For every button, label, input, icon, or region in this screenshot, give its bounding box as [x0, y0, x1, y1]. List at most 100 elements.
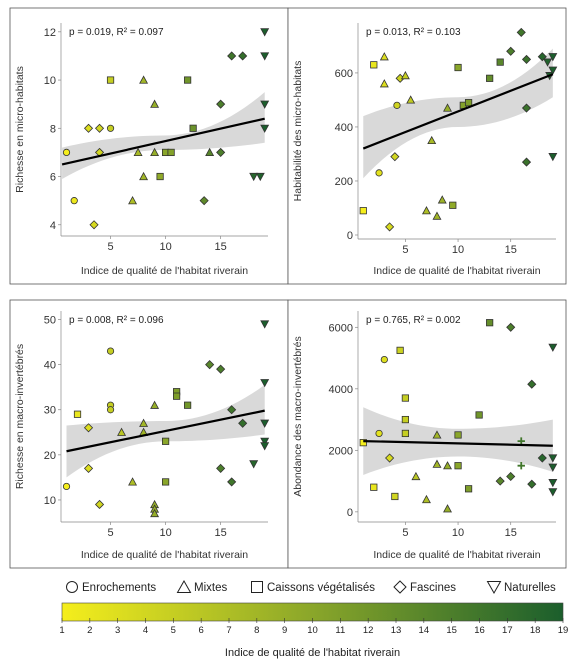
data-point [255, 172, 265, 182]
data-point [260, 437, 270, 446]
data-point [62, 148, 71, 157]
data-point [548, 479, 558, 488]
colorbar-tick-label: 14 [419, 625, 430, 636]
legend: Enrochements Mixtes Caissons végétalisés Fa… [59, 579, 569, 659]
regression-line [66, 409, 265, 453]
data-point [216, 99, 226, 109]
data-point [162, 478, 170, 486]
data-point [391, 492, 399, 501]
data-point [548, 488, 558, 497]
colorbar-tick-label: 18 [530, 625, 541, 636]
data-point [199, 196, 209, 206]
y-axis-label: Richesse en micro-habitats [14, 66, 26, 193]
data-point [379, 79, 389, 88]
data-point [421, 206, 431, 215]
panel-p2: 5 10 15 0 200 400 600 p = 0.013, R² = 0.103 Indi… [287, 7, 567, 285]
legend-symbol [486, 581, 502, 595]
y-axis-label: Abondance des macro-invertébrés [292, 336, 304, 497]
regression-line [362, 73, 554, 150]
y-tick-label: 2000 [329, 445, 353, 457]
data-point [216, 463, 226, 473]
data-point [517, 437, 525, 445]
data-point [359, 439, 367, 447]
data-point [379, 52, 389, 61]
data-point [106, 124, 115, 132]
x-axis-label: Indice de qualité de l'habitat riverain [81, 265, 248, 277]
x-tick-label: 5 [402, 244, 408, 256]
legend-symbol [176, 579, 192, 593]
legend-symbol [66, 581, 78, 593]
data-point [249, 460, 259, 469]
data-point [249, 172, 259, 182]
y-axis-label: Richesse en macro-invertébrés [14, 344, 26, 489]
y-tick-label: 0 [347, 507, 353, 519]
regression-line [61, 117, 265, 166]
colorbar-tick-label: 11 [335, 625, 345, 636]
colorbar-tick-label: 2 [87, 625, 92, 636]
data-point [173, 392, 181, 400]
data-point [375, 169, 383, 177]
colorbar-tick-label: 1 [59, 625, 64, 636]
data-point [260, 379, 270, 388]
data-point [411, 471, 421, 481]
data-point [393, 101, 401, 109]
data-point [401, 415, 409, 424]
x-tick-label: 5 [107, 527, 113, 539]
y-tick-label: 12 [44, 27, 56, 39]
y-tick-label: 4 [50, 220, 56, 232]
points-p2 [359, 27, 558, 232]
y-tick-label: 400 [335, 122, 353, 134]
colorbar-tick-label: 19 [558, 625, 569, 636]
data-point [464, 485, 473, 493]
data-point [449, 201, 457, 209]
colorbar-tick-label: 13 [391, 625, 402, 636]
data-point [73, 410, 82, 418]
data-point [527, 379, 537, 389]
colorbar-tick-label: 10 [307, 625, 318, 636]
data-point [205, 360, 215, 370]
data-point [89, 220, 99, 230]
data-point [106, 76, 115, 84]
stats-annotation: p = 0.019, R² = 0.097 [69, 27, 164, 38]
x-axis-label: Indice de qualité de l'habitat riverain [81, 549, 248, 561]
x-tick-label: 15 [505, 244, 517, 256]
data-point [537, 453, 547, 463]
data-point [184, 401, 192, 409]
data-point [189, 124, 197, 132]
data-point [396, 346, 404, 354]
y-tick-label: 10 [44, 495, 56, 507]
data-point [385, 222, 395, 232]
data-point [150, 508, 160, 518]
data-point [260, 320, 270, 329]
data-point [205, 147, 215, 157]
y-tick-label: 4000 [329, 384, 353, 396]
data-point [496, 58, 504, 66]
y-axis-label: Habitabilité des micro-habitats [292, 61, 304, 202]
data-point [521, 103, 532, 113]
x-tick-label: 5 [107, 241, 113, 253]
data-point [495, 476, 505, 486]
data-point [506, 471, 516, 482]
data-point [139, 75, 149, 84]
data-point [83, 123, 94, 133]
stats-annotation: p = 0.013, R² = 0.103 [366, 27, 461, 38]
data-point [260, 419, 270, 428]
data-point [432, 459, 442, 468]
data-point [139, 418, 149, 427]
colorbar-tick-label: 3 [115, 625, 120, 636]
data-point [70, 197, 78, 205]
data-point [227, 51, 237, 61]
colorbar-title: Indice de qualité de l'habitat riverain [225, 647, 400, 659]
confidence-band [62, 92, 265, 179]
points-p4 [359, 319, 558, 513]
data-point [454, 462, 462, 470]
legend-symbol [393, 580, 407, 594]
data-point [401, 394, 409, 402]
data-point [106, 347, 115, 355]
colorbar-tick-label: 4 [143, 625, 148, 636]
data-point [400, 70, 410, 80]
x-axis-label: Indice de qualité de l'habitat riverain [373, 265, 540, 277]
data-point [454, 431, 462, 439]
x-tick-label: 10 [159, 527, 171, 539]
x-tick-label: 15 [215, 241, 227, 253]
